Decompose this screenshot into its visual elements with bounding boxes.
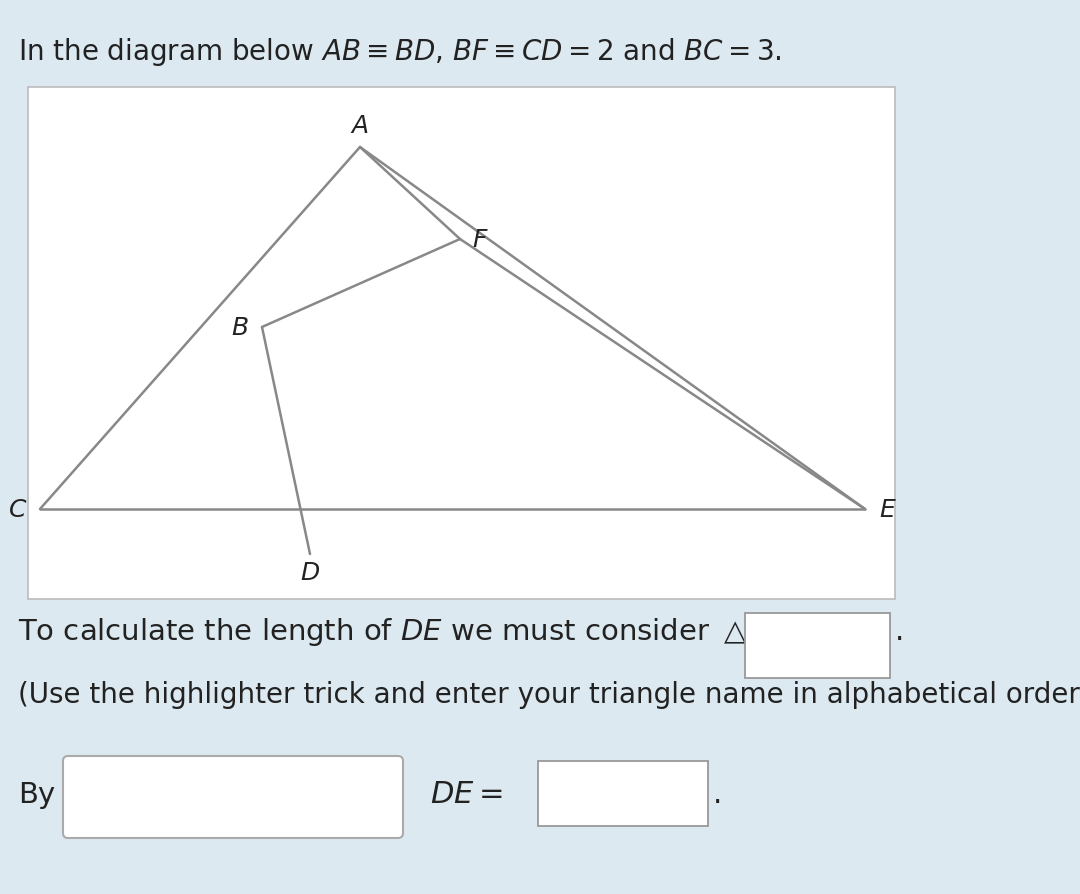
Text: In the diagram below $AB \equiv BD$, $BF \equiv CD = 2$ and $BC = 3$.: In the diagram below $AB \equiv BD$, $BF…: [18, 36, 782, 68]
FancyBboxPatch shape: [745, 613, 890, 679]
Text: F: F: [473, 228, 487, 252]
Text: A: A: [351, 114, 368, 138]
FancyBboxPatch shape: [28, 88, 895, 599]
Text: C: C: [10, 497, 27, 521]
Text: (Use the highlighter trick and enter your triangle name in alphabetical order.): (Use the highlighter trick and enter you…: [18, 680, 1080, 708]
FancyBboxPatch shape: [63, 756, 403, 838]
Text: ◆: ◆: [368, 785, 383, 804]
Text: To calculate the length of $DE$ we must consider $\triangle$: To calculate the length of $DE$ we must …: [18, 615, 747, 647]
Text: (No answer given): (No answer given): [92, 782, 321, 806]
FancyBboxPatch shape: [538, 761, 708, 826]
Text: By: By: [18, 780, 55, 808]
Text: .: .: [713, 780, 723, 808]
Text: .: .: [895, 618, 904, 645]
Text: B: B: [231, 316, 248, 340]
Text: D: D: [300, 561, 320, 585]
Text: E: E: [879, 497, 895, 521]
Text: $DE =$: $DE =$: [430, 780, 503, 808]
